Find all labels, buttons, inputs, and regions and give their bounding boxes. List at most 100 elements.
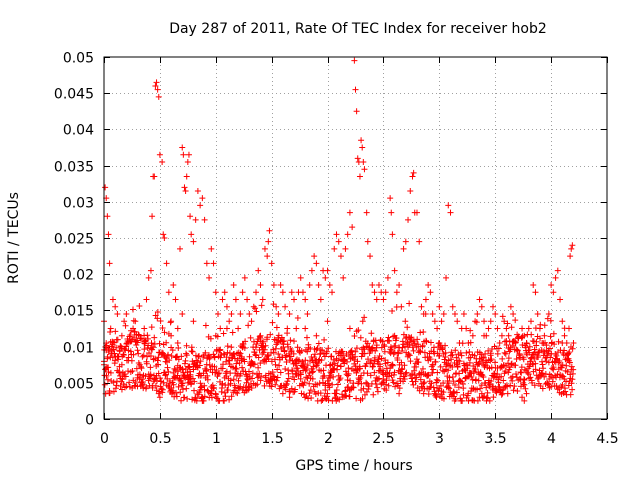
data-point <box>182 375 189 382</box>
data-point <box>179 380 186 387</box>
data-point <box>373 380 380 387</box>
data-point <box>418 303 425 310</box>
data-point <box>273 303 280 310</box>
data-point <box>244 377 251 384</box>
data-point <box>406 300 413 307</box>
data-point <box>569 242 576 249</box>
data-point <box>130 317 137 324</box>
data-point <box>151 334 158 341</box>
y-tick-label: 0.04 <box>63 123 94 139</box>
data-point <box>255 354 262 361</box>
data-point <box>257 334 264 341</box>
data-point <box>474 397 481 404</box>
data-point <box>453 389 460 396</box>
data-point <box>472 366 479 373</box>
data-point <box>214 333 221 340</box>
data-point <box>452 347 459 354</box>
data-point <box>522 385 529 392</box>
data-point <box>168 384 175 391</box>
data-point <box>300 360 307 367</box>
data-point <box>216 347 223 354</box>
data-point <box>188 344 195 351</box>
data-point <box>486 397 493 404</box>
data-point <box>244 296 251 303</box>
data-point <box>436 303 443 310</box>
data-point <box>502 350 509 357</box>
data-point <box>563 378 570 385</box>
data-point <box>345 370 352 377</box>
data-point <box>131 328 138 335</box>
data-point <box>206 274 213 281</box>
data-point <box>568 245 575 252</box>
data-point <box>259 296 266 303</box>
data-point <box>235 325 242 332</box>
data-point <box>363 388 370 395</box>
data-point <box>392 383 399 390</box>
data-point <box>482 350 489 357</box>
data-point <box>147 371 154 378</box>
x-tick-label: 1 <box>212 431 221 447</box>
data-point <box>197 358 204 365</box>
data-point <box>363 209 370 216</box>
data-point <box>201 393 208 400</box>
data-point <box>505 369 512 376</box>
data-point <box>337 363 344 370</box>
data-point <box>213 394 220 401</box>
data-point <box>342 368 349 375</box>
data-point <box>249 370 256 377</box>
data-point <box>137 374 144 381</box>
data-point <box>382 381 389 388</box>
data-point <box>375 356 382 363</box>
data-point <box>371 354 378 361</box>
data-point <box>318 397 325 404</box>
data-point <box>399 365 406 372</box>
data-point <box>362 363 369 370</box>
data-point <box>546 384 553 391</box>
data-point <box>467 327 474 334</box>
data-point <box>254 381 261 388</box>
data-point <box>207 366 214 373</box>
data-point <box>110 388 117 395</box>
data-point <box>530 351 537 358</box>
data-point <box>201 386 208 393</box>
data-point <box>498 373 505 380</box>
data-point <box>393 304 400 311</box>
data-point <box>212 289 219 296</box>
data-point <box>351 57 358 64</box>
data-point <box>518 369 525 376</box>
data-point <box>510 311 517 318</box>
data-point <box>299 289 306 296</box>
data-point <box>262 372 269 379</box>
data-point <box>498 391 505 398</box>
data-point <box>459 397 466 404</box>
data-point <box>353 369 360 376</box>
data-point <box>221 397 228 404</box>
data-point <box>271 373 278 380</box>
data-point <box>436 352 443 359</box>
data-point <box>181 360 188 367</box>
data-point <box>210 385 217 392</box>
data-point <box>192 216 199 223</box>
data-point <box>286 394 293 401</box>
data-point <box>253 289 260 296</box>
data-point <box>132 318 139 325</box>
data-point <box>220 350 227 357</box>
data-point <box>448 349 455 356</box>
data-point <box>481 332 488 339</box>
data-point <box>385 334 392 341</box>
data-point <box>485 325 492 332</box>
data-point <box>200 397 207 404</box>
data-point <box>492 311 499 318</box>
data-point <box>489 303 496 310</box>
data-point <box>508 324 515 331</box>
data-point <box>364 370 371 377</box>
data-point <box>527 374 534 381</box>
data-point <box>363 379 370 386</box>
data-point <box>563 362 570 369</box>
data-point <box>437 363 444 370</box>
data-point <box>524 369 531 376</box>
data-point <box>547 354 554 361</box>
data-point <box>273 324 280 331</box>
data-point <box>545 381 552 388</box>
data-point <box>361 166 368 173</box>
